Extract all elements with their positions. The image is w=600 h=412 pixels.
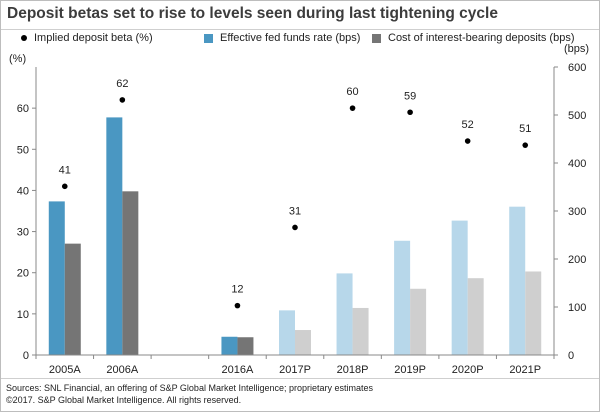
fed-funds-bar	[394, 240, 411, 355]
category-label: 2018P	[337, 364, 369, 376]
deposit-cost-bar	[525, 271, 542, 355]
category-label: 2016A	[222, 364, 254, 376]
category-label: 2005A	[49, 364, 81, 376]
left-tick-label: 60	[17, 103, 29, 115]
right-tick-label: 200	[568, 254, 586, 266]
legend-item-cost: Cost of interest-bearing deposits (bps)	[372, 32, 574, 44]
beta-dot	[464, 138, 471, 144]
beta-data-label: 31	[289, 205, 301, 217]
legend-item-fed: Effective fed funds rate (bps)	[204, 32, 360, 44]
beta-data-label: 52	[462, 119, 474, 131]
deposit-cost-bar	[237, 337, 254, 355]
left-tick-label: 50	[17, 144, 29, 156]
right-tick-label: 600	[568, 62, 586, 74]
deposit-cost-bar	[122, 191, 139, 355]
fed-funds-bar	[221, 336, 238, 355]
fed-funds-bar	[509, 206, 526, 355]
chart-legend: Implied deposit beta (%) Effective fed f…	[1, 31, 599, 47]
beta-dot	[234, 302, 241, 309]
footer-divider	[1, 378, 599, 379]
category-label: 2021P	[509, 364, 541, 376]
right-tick-label: 500	[568, 110, 586, 122]
left-tick-label: 20	[17, 268, 29, 280]
left-tick-label: 0	[23, 350, 29, 362]
fed-funds-bar	[336, 273, 353, 355]
beta-dot	[522, 142, 529, 148]
beta-data-label: 62	[116, 78, 128, 90]
title-divider	[1, 29, 599, 30]
deposit-cost-bar	[467, 278, 484, 355]
beta-data-label: 41	[59, 164, 71, 176]
beta-data-label: 51	[519, 123, 531, 135]
fed-funds-bar	[279, 310, 295, 355]
category-label: 2019P	[394, 364, 426, 376]
left-axis-title: (%)	[9, 53, 26, 65]
fed-funds-bar	[48, 201, 65, 355]
beta-data-label: 12	[231, 284, 243, 296]
category-label: 2017P	[279, 364, 311, 376]
legend-label-cost: Cost of interest-bearing deposits (bps)	[388, 32, 575, 45]
legend-dot-marker	[21, 35, 27, 42]
right-axis-title: (bps)	[564, 43, 589, 55]
category-label: 2006A	[106, 364, 138, 376]
fed-funds-bar	[106, 117, 123, 356]
legend-item-beta: Implied deposit beta (%)	[21, 32, 153, 44]
beta-data-label: 59	[404, 90, 416, 102]
right-tick-label: 0	[568, 350, 574, 362]
legend-label-fed: Effective fed funds rate (bps)	[220, 32, 361, 45]
chart-plot: (%) (bps) 010203040506001002003004005006…	[9, 43, 589, 376]
right-tick-label: 300	[568, 206, 586, 218]
category-label: 2020P	[452, 364, 484, 376]
copyright-note: ©2017. S&P Global Market Intelligence. A…	[6, 395, 242, 405]
deposit-cost-bar	[352, 307, 369, 355]
fed-funds-bar	[451, 220, 468, 355]
beta-dot	[407, 109, 413, 116]
beta-data-label: 60	[346, 86, 358, 98]
right-tick-label: 100	[568, 302, 586, 314]
legend-label-beta: Implied deposit beta (%)	[34, 32, 153, 45]
deposit-cost-bar	[410, 288, 427, 355]
source-note: Sources: SNL Financial, an offering of S…	[6, 383, 374, 393]
deposit-cost-bar	[295, 330, 311, 355]
left-tick-label: 10	[17, 309, 29, 321]
right-tick-label: 400	[568, 158, 586, 170]
left-tick-label: 40	[17, 185, 29, 197]
left-tick-label: 30	[17, 227, 29, 239]
legend-swatch-fed	[204, 33, 213, 43]
beta-dot	[292, 224, 298, 231]
beta-dot	[61, 183, 68, 190]
beta-dot	[119, 97, 126, 103]
beta-dot	[349, 105, 356, 111]
legend-swatch-cost	[372, 33, 381, 43]
deposit-cost-bar	[64, 243, 81, 355]
chart-title: Deposit betas set to rise to levels seen…	[7, 5, 498, 22]
